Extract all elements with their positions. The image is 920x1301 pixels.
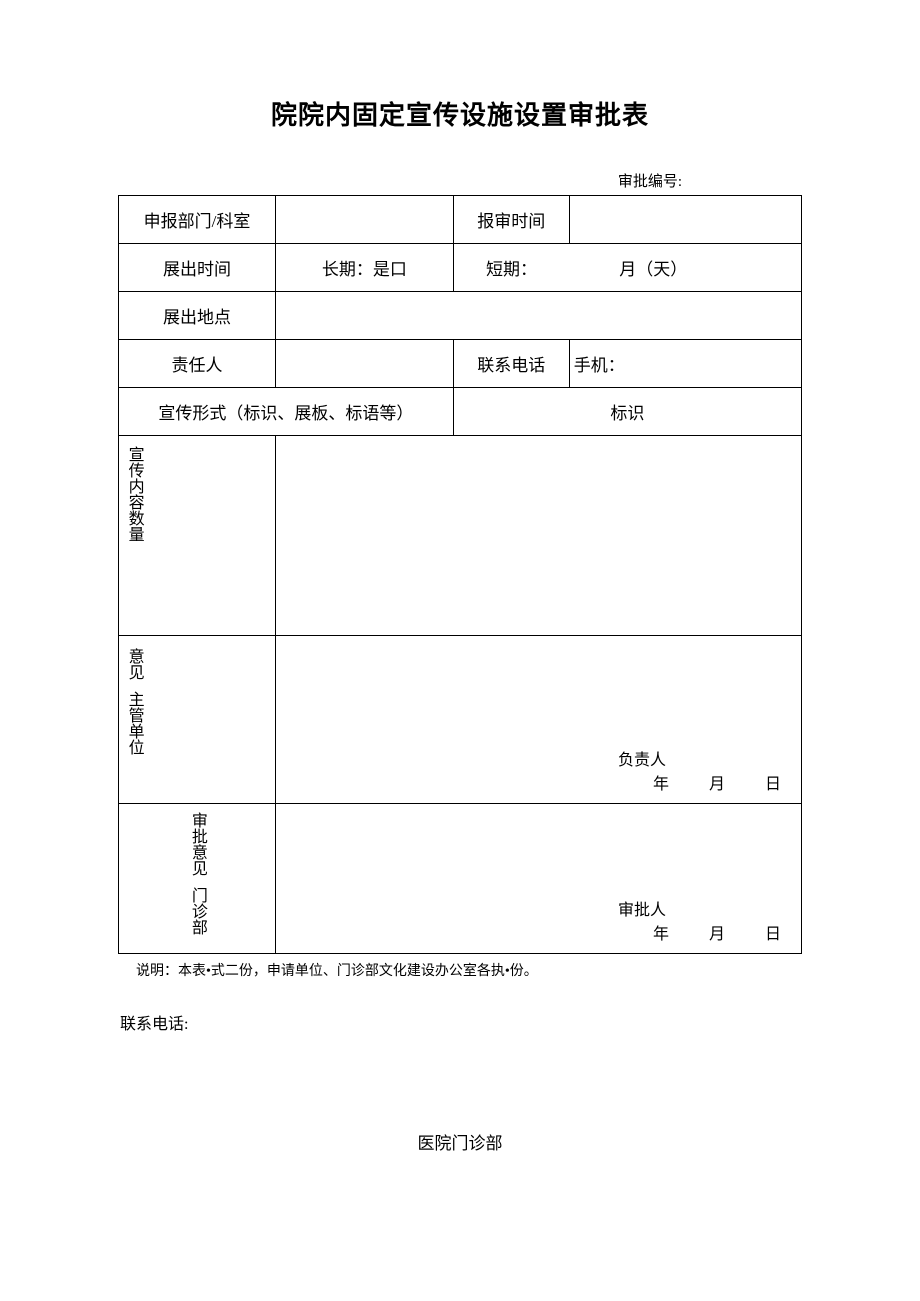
table-row: 宣传内容数量: [119, 436, 802, 636]
table-row: 责任人 联系电话 手机：: [119, 340, 802, 388]
label-supervisor-opinion: 意见 主管单位: [119, 636, 276, 804]
label-applicant-dept: 申报部门/科室: [119, 196, 276, 244]
signer-label: 负责人: [613, 749, 781, 773]
field-responsible-person[interactable]: [276, 340, 454, 388]
vertical-label: 门诊部: [188, 887, 206, 935]
table-row: 展出地点: [119, 292, 802, 340]
field-outpatient-approval[interactable]: 审批人 年 月 日: [276, 804, 802, 954]
label-display-location: 展出地点: [119, 292, 276, 340]
vertical-label: 意见: [125, 648, 143, 680]
date-line: 年 月 日: [613, 923, 781, 947]
label-publicity-form: 宣传形式（标识、展板、标语等）: [119, 388, 454, 436]
field-publicity-form[interactable]: 标识: [453, 388, 801, 436]
table-row: 意见 主管单位 负责人 年 月 日: [119, 636, 802, 804]
field-submit-time[interactable]: [569, 196, 801, 244]
field-supervisor-opinion[interactable]: 负责人 年 月 日: [276, 636, 802, 804]
page-title: 院院内固定宣传设施设置审批表: [118, 95, 802, 132]
signature-block: 审批人 年 月 日: [613, 899, 781, 947]
contact-phone-label: 联系电话:: [118, 1010, 802, 1034]
table-row: 展出时间 长期：是口 短期： 月（天）: [119, 244, 802, 292]
field-applicant-dept[interactable]: [276, 196, 454, 244]
label-content-quantity: 宣传内容数量: [119, 436, 276, 636]
label-outpatient-approval: 审批意见 门诊部: [119, 804, 276, 954]
label-display-time: 展出时间: [119, 244, 276, 292]
approval-number-label: 审批编号:: [118, 170, 802, 191]
vertical-label: 主管单位: [125, 691, 143, 755]
signature-block: 负责人 年 月 日: [613, 749, 781, 797]
vertical-label: 审批意见: [188, 812, 206, 876]
field-longterm[interactable]: 长期：是口: [276, 244, 454, 292]
form-note: 说明：本表•式二份，申请单位、门诊部文化建设办公室各执•份。: [118, 960, 802, 980]
footer-organization: 医院门诊部: [118, 1129, 802, 1154]
field-mobile[interactable]: 手机：: [569, 340, 801, 388]
label-shortterm: 短期：: [453, 244, 569, 292]
table-row: 申报部门/科室 报审时间: [119, 196, 802, 244]
label-submit-time: 报审时间: [453, 196, 569, 244]
vertical-label: 宣传内容数量: [125, 446, 143, 542]
field-shortterm-unit[interactable]: 月（天）: [569, 244, 801, 292]
field-display-location[interactable]: [276, 292, 802, 340]
field-content-quantity[interactable]: [276, 436, 802, 636]
label-contact-phone: 联系电话: [453, 340, 569, 388]
date-line: 年 月 日: [613, 773, 781, 797]
label-responsible-person: 责任人: [119, 340, 276, 388]
table-row: 宣传形式（标识、展板、标语等） 标识: [119, 388, 802, 436]
approval-form-table: 申报部门/科室 报审时间 展出时间 长期：是口 短期： 月（天） 展出地点 责任…: [118, 195, 802, 954]
table-row: 审批意见 门诊部 审批人 年 月 日: [119, 804, 802, 954]
approver-label: 审批人: [613, 899, 781, 923]
